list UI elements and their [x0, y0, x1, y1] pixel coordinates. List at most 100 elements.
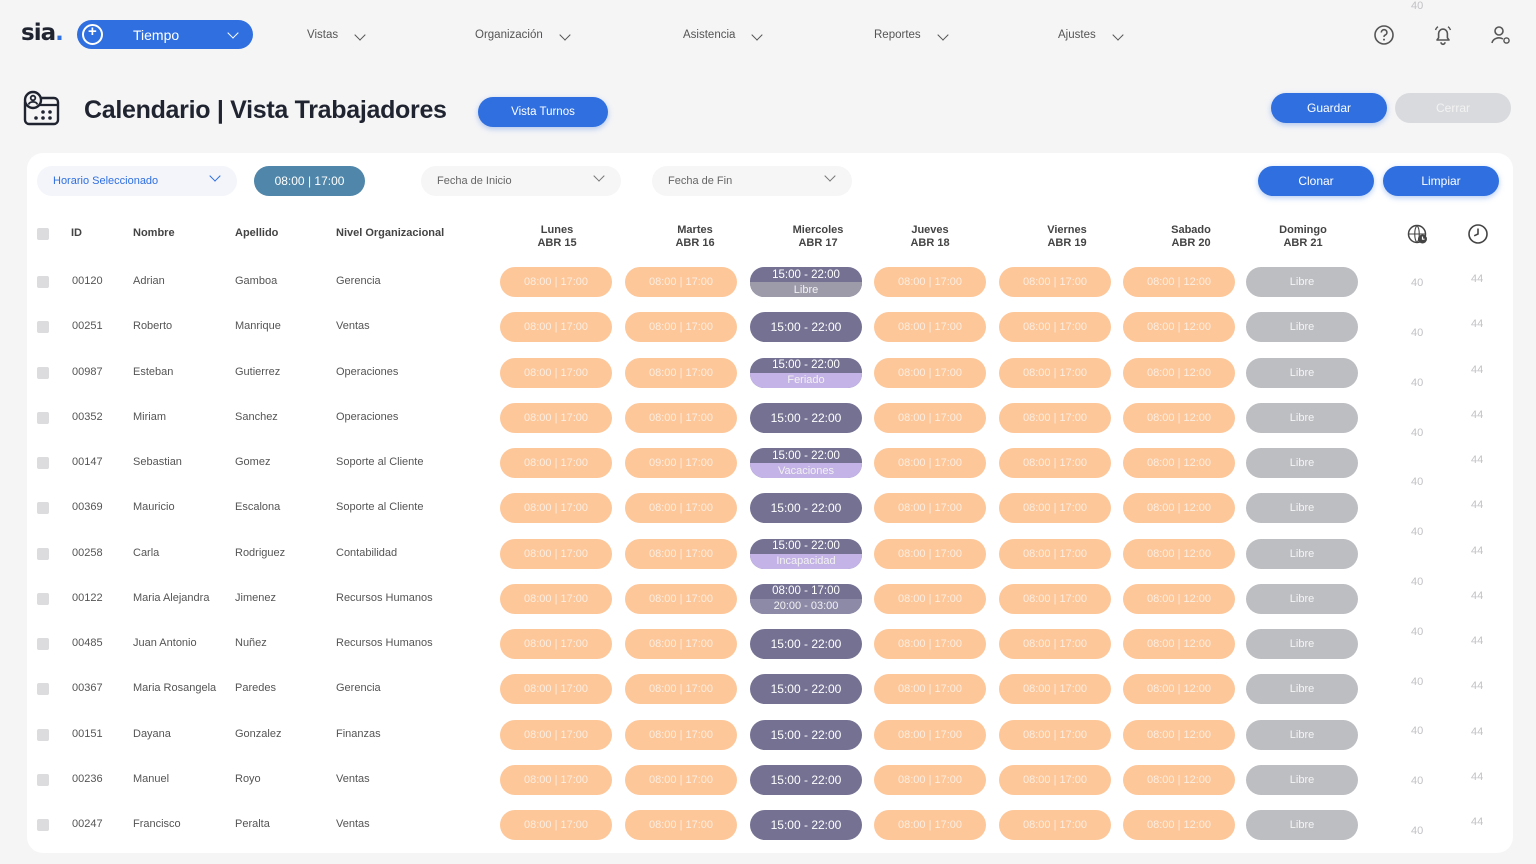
- shift-cell[interactable]: 08:00 | 17:00: [874, 764, 986, 795]
- shift-cell[interactable]: 08:00 | 17:00: [500, 402, 612, 433]
- shift-cell[interactable]: 08:00 | 17:00: [625, 674, 737, 705]
- user-settings-icon[interactable]: [1490, 24, 1512, 46]
- shift-cell[interactable]: 08:00 | 17:00: [625, 267, 737, 297]
- shift-cell[interactable]: 08:00 | 17:00: [500, 764, 612, 795]
- shift-cell[interactable]: 08:00 | 17:00: [874, 267, 986, 297]
- shift-cell[interactable]: 08:00 | 17:00: [625, 764, 737, 795]
- shift-cell-libre[interactable]: Libre: [1246, 810, 1358, 840]
- shift-cell[interactable]: 08:00 | 17:00: [874, 493, 986, 524]
- fecha-fin-select[interactable]: Fecha de Fin: [652, 166, 852, 196]
- logo[interactable]: sia.: [21, 20, 64, 46]
- row-checkbox[interactable]: [37, 683, 49, 696]
- shift-cell[interactable]: 08:00 | 17:00: [999, 629, 1111, 659]
- shift-cell[interactable]: 08:00 | 17:00: [625, 312, 737, 343]
- shift-cell-libre[interactable]: Libre: [1246, 583, 1358, 614]
- select-all-checkbox[interactable]: [37, 228, 49, 240]
- row-checkbox[interactable]: [37, 728, 49, 741]
- shift-cell[interactable]: 08:00 | 17:00: [999, 810, 1111, 840]
- shift-cell[interactable]: 08:00 | 17:00: [500, 357, 612, 388]
- row-checkbox[interactable]: [37, 411, 49, 424]
- shift-cell[interactable]: 08:00 | 17:00: [625, 629, 737, 659]
- shift-cell-libre[interactable]: Libre: [1246, 719, 1358, 750]
- nav-asistencia[interactable]: Asistencia: [683, 28, 764, 42]
- shift-cell[interactable]: 08:00 | 17:00: [999, 583, 1111, 614]
- shift-cell[interactable]: 15:00 - 22:00: [750, 719, 862, 750]
- shift-cell-libre[interactable]: Libre: [1246, 629, 1358, 659]
- shift-cell[interactable]: 08:00 | 17:00: [500, 448, 612, 478]
- vista-turnos-button[interactable]: Vista Turnos: [478, 97, 608, 127]
- shift-cell[interactable]: 08:00 | 17:00: [625, 583, 737, 614]
- shift-cell[interactable]: 08:00 | 17:00: [999, 719, 1111, 750]
- shift-cell[interactable]: 08:00 | 12:00: [1123, 267, 1235, 297]
- shift-cell[interactable]: 08:00 | 17:00: [625, 402, 737, 433]
- tiempo-menu-button[interactable]: Tiempo: [77, 20, 253, 49]
- shift-cell[interactable]: 08:00 | 12:00: [1123, 583, 1235, 614]
- shift-cell[interactable]: 08:00 | 17:00: [874, 357, 986, 388]
- shift-cell[interactable]: 08:00 | 17:00: [874, 674, 986, 705]
- shift-cell[interactable]: 08:00 | 12:00: [1123, 402, 1235, 433]
- shift-cell[interactable]: 08:00 | 17:00: [500, 267, 612, 297]
- clonar-button[interactable]: Clonar: [1258, 166, 1374, 196]
- horario-select[interactable]: Horario Seleccionado: [37, 166, 237, 196]
- shift-cell-libre[interactable]: Libre: [1246, 402, 1358, 433]
- shift-cell[interactable]: 15:00 - 22:00: [750, 764, 862, 795]
- shift-cell-libre[interactable]: Libre: [1246, 357, 1358, 388]
- nav-reportes[interactable]: Reportes: [874, 28, 949, 42]
- row-checkbox[interactable]: [37, 321, 49, 334]
- shift-cell-split[interactable]: 15:00 - 22:00 Libre: [750, 267, 862, 297]
- shift-cell[interactable]: 08:00 | 17:00: [625, 719, 737, 750]
- shift-cell[interactable]: 08:00 | 12:00: [1123, 448, 1235, 478]
- shift-cell[interactable]: 08:00 | 17:00: [874, 402, 986, 433]
- shift-cell[interactable]: 08:00 | 17:00: [500, 583, 612, 614]
- shift-cell[interactable]: 09:00 | 17:00: [625, 448, 737, 478]
- shift-cell[interactable]: 08:00 | 17:00: [999, 674, 1111, 705]
- shift-cell[interactable]: 08:00 | 17:00: [999, 357, 1111, 388]
- shift-cell-libre[interactable]: Libre: [1246, 538, 1358, 569]
- shift-cell-libre[interactable]: Libre: [1246, 267, 1358, 297]
- shift-cell[interactable]: 08:00 | 12:00: [1123, 538, 1235, 569]
- shift-cell[interactable]: 08:00 | 17:00: [874, 583, 986, 614]
- row-checkbox[interactable]: [37, 819, 49, 831]
- horario-value-chip[interactable]: 08:00 | 17:00: [254, 166, 365, 196]
- shift-cell[interactable]: 08:00 | 12:00: [1123, 810, 1235, 840]
- shift-cell[interactable]: 08:00 | 17:00: [999, 267, 1111, 297]
- shift-cell-split[interactable]: 15:00 - 22:00 Incapacidad: [750, 538, 862, 569]
- row-checkbox[interactable]: [37, 547, 49, 560]
- nav-ajustes[interactable]: Ajustes: [1058, 28, 1124, 42]
- shift-cell[interactable]: 08:00 | 17:00: [874, 629, 986, 659]
- shift-cell-libre[interactable]: Libre: [1246, 493, 1358, 524]
- shift-cell[interactable]: 15:00 - 22:00: [750, 810, 862, 840]
- fecha-inicio-select[interactable]: Fecha de Inicio: [421, 166, 621, 196]
- shift-cell[interactable]: 08:00 | 12:00: [1123, 764, 1235, 795]
- nav-organizacion[interactable]: Organización: [475, 28, 571, 42]
- limpiar-button[interactable]: Limpiar: [1383, 166, 1499, 196]
- nav-vistas[interactable]: Vistas: [307, 28, 366, 42]
- shift-cell[interactable]: 08:00 | 17:00: [999, 538, 1111, 569]
- shift-cell[interactable]: 08:00 | 17:00: [500, 810, 612, 840]
- shift-cell[interactable]: 08:00 | 17:00: [625, 493, 737, 524]
- shift-cell[interactable]: 08:00 | 12:00: [1123, 674, 1235, 705]
- shift-cell[interactable]: 08:00 | 17:00: [500, 312, 612, 343]
- shift-cell[interactable]: 08:00 | 17:00: [874, 719, 986, 750]
- shift-cell[interactable]: 08:00 | 17:00: [500, 493, 612, 524]
- shift-cell[interactable]: 08:00 | 17:00: [500, 629, 612, 659]
- shift-cell[interactable]: 08:00 | 17:00: [625, 810, 737, 840]
- shift-cell[interactable]: 15:00 - 22:00: [750, 493, 862, 524]
- shift-cell[interactable]: 08:00 | 17:00: [874, 810, 986, 840]
- shift-cell[interactable]: 08:00 | 17:00: [625, 357, 737, 388]
- shift-cell[interactable]: 08:00 | 17:00: [874, 448, 986, 478]
- shift-cell[interactable]: 08:00 | 17:00: [999, 448, 1111, 478]
- row-checkbox[interactable]: [37, 773, 49, 786]
- row-checkbox[interactable]: [37, 457, 49, 469]
- shift-cell-split[interactable]: 08:00 - 17:00 20:00 - 03:00: [750, 583, 862, 614]
- shift-cell[interactable]: 08:00 | 17:00: [999, 493, 1111, 524]
- shift-cell[interactable]: 08:00 | 12:00: [1123, 357, 1235, 388]
- help-circle-icon[interactable]: [1373, 24, 1395, 46]
- row-checkbox[interactable]: [37, 276, 49, 288]
- shift-cell[interactable]: 15:00 - 22:00: [750, 402, 862, 433]
- shift-cell[interactable]: 15:00 - 22:00: [750, 629, 862, 659]
- row-checkbox[interactable]: [37, 366, 49, 379]
- shift-cell[interactable]: 08:00 | 17:00: [625, 538, 737, 569]
- shift-cell[interactable]: 15:00 - 22:00: [750, 312, 862, 343]
- shift-cell[interactable]: 08:00 | 17:00: [874, 538, 986, 569]
